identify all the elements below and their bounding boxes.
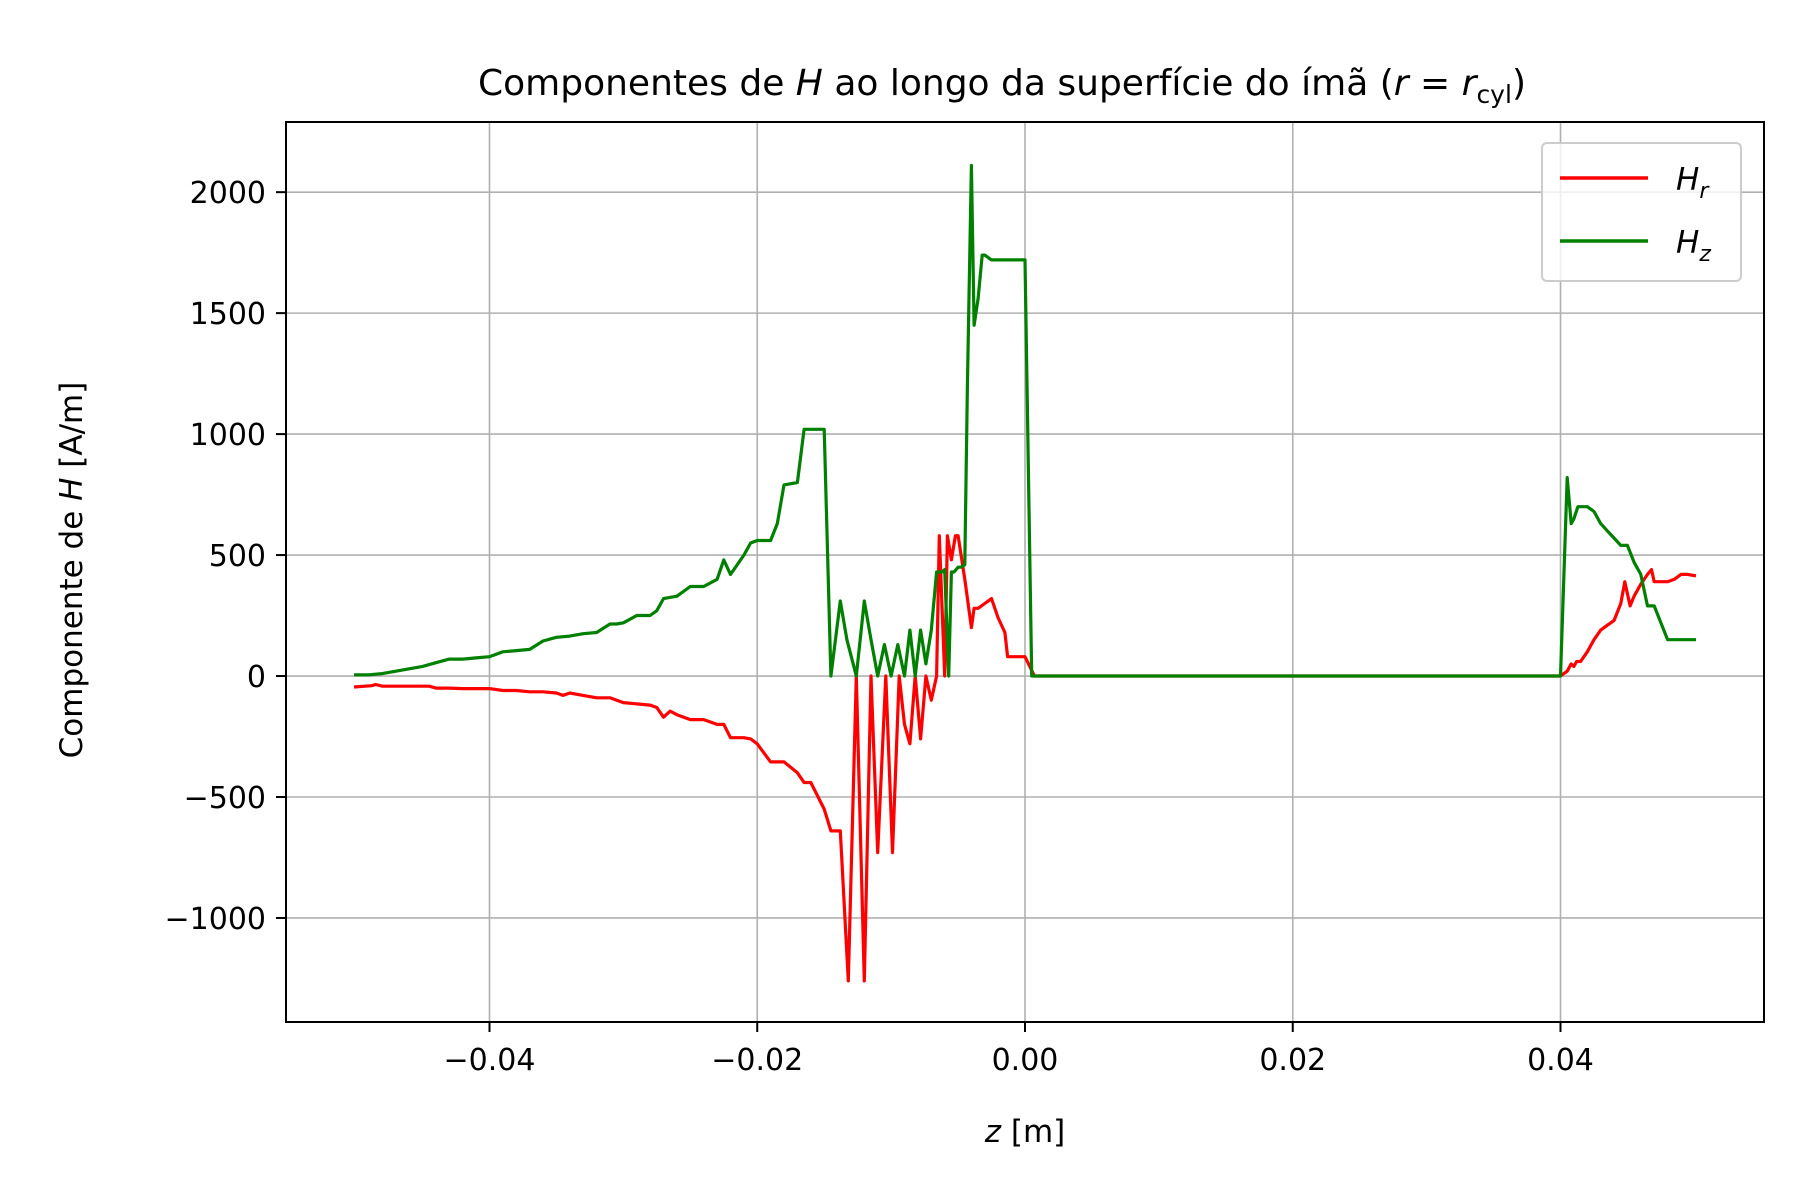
x-tick-label: 0.04	[1527, 1043, 1594, 1078]
legend: Hr Hz	[1541, 142, 1742, 282]
y-tick-label: 500	[209, 539, 266, 574]
x-tick-label: −0.02	[711, 1043, 803, 1078]
legend-box	[1541, 142, 1742, 282]
series-line-hr	[353, 534, 1697, 983]
x-tick-label: −0.04	[444, 1043, 536, 1078]
x-axis-ticks: −0.04 −0.02 0.00 0.02 0.04	[444, 1022, 1594, 1078]
y-tick-label: 2000	[190, 176, 266, 211]
x-axis-label: z [m]	[984, 1114, 1066, 1150]
y-axis-ticks: −1000 −500 0 500 1000 1500 2000	[165, 176, 286, 937]
legend-label-hr: Hr	[1676, 162, 1710, 204]
legend-label-hz: Hz	[1676, 225, 1711, 267]
y-tick-label: −500	[184, 781, 266, 816]
y-tick-label: 1000	[190, 418, 266, 453]
y-tick-label: 0	[247, 660, 266, 695]
y-axis-label: Componente de H [A/m]	[54, 382, 90, 759]
y-tick-label: 1500	[190, 297, 266, 332]
y-tick-label: −1000	[165, 902, 266, 937]
series-lines	[353, 163, 1697, 983]
series-line-hz	[354, 163, 1697, 678]
chart-title: Componentes de H ao longo da superfície …	[478, 63, 1526, 109]
x-tick-label: 0.02	[1259, 1043, 1326, 1078]
x-tick-label: 0.00	[992, 1043, 1059, 1078]
